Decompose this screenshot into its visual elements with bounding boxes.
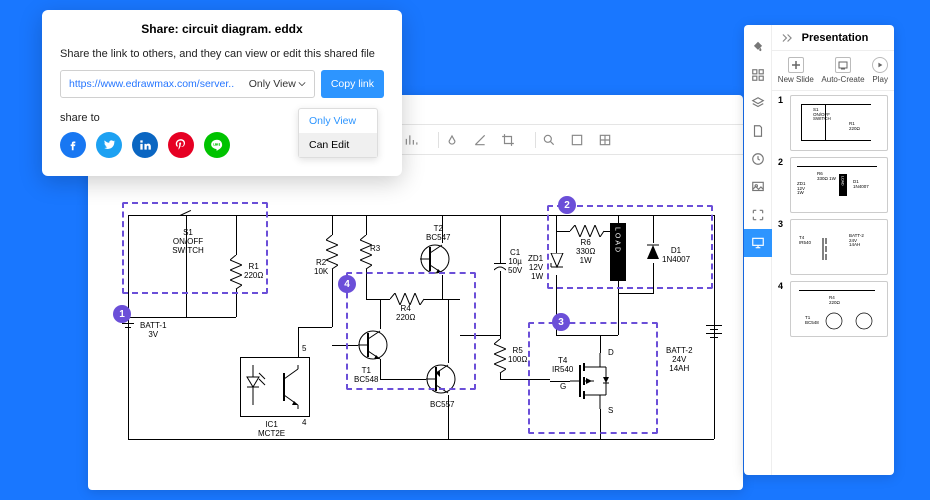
lbl-batt1: BATT-13V xyxy=(140,322,167,340)
tool-search-icon[interactable] xyxy=(542,133,556,147)
chevron-down-icon xyxy=(298,80,306,88)
right-panel: Presentation New Slide Auto-Create Play … xyxy=(744,25,894,475)
selection-box-1[interactable] xyxy=(122,202,268,294)
new-slide-button[interactable]: New Slide xyxy=(778,57,814,84)
slide-3[interactable]: 3 T4IR540 BATT-224V14AH xyxy=(778,219,888,275)
slides-list: 1 S1ON/OFFSWITCH R1220Ω 2 R6330Ω 1W ZD11… xyxy=(772,91,894,475)
share-dialog: Share: circuit diagram. eddx Share the l… xyxy=(42,10,402,176)
share-url[interactable]: https://www.edrawmax.com/server.. xyxy=(69,78,243,90)
tab-page-icon[interactable] xyxy=(744,117,772,145)
lbl-ic1: IC1MCT2E xyxy=(258,421,285,439)
selection-badge-4: 4 xyxy=(338,275,356,293)
lbl-zd1: ZD112V1W xyxy=(528,255,543,281)
perm-option-edit[interactable]: Can Edit xyxy=(299,133,377,157)
tool-fit-icon[interactable] xyxy=(570,133,584,147)
lbl-t2: T2BC547 xyxy=(426,225,450,243)
share-title: Share: circuit diagram. eddx xyxy=(60,22,384,36)
selection-badge-2: 2 xyxy=(558,196,576,214)
selection-box-4[interactable] xyxy=(346,272,476,390)
selection-box-3[interactable] xyxy=(528,322,658,434)
facebook-icon[interactable] xyxy=(60,132,86,158)
panel-tab-bar xyxy=(744,25,772,475)
tool-chart-icon[interactable] xyxy=(404,133,418,147)
tab-image-icon[interactable] xyxy=(744,173,772,201)
permission-label: Only View xyxy=(249,78,296,90)
selection-badge-3: 3 xyxy=(552,313,570,331)
slide-1[interactable]: 1 S1ON/OFFSWITCH R1220Ω xyxy=(778,95,888,151)
tool-transform-icon[interactable] xyxy=(598,133,612,147)
permission-menu: Only View Can Edit xyxy=(298,108,378,158)
copy-link-button[interactable]: Copy link xyxy=(321,70,384,98)
lbl-r2: R210K xyxy=(314,259,328,277)
slide-2[interactable]: 2 R6330Ω 1W ZD112V1W LOAD D11N4007 xyxy=(778,157,888,213)
lbl-c1: C110µ50V xyxy=(508,249,522,275)
tool-stroke-icon[interactable] xyxy=(473,133,487,147)
tab-fill-icon[interactable] xyxy=(744,33,772,61)
line-icon[interactable] xyxy=(204,132,230,158)
collapse-icon[interactable] xyxy=(780,31,794,45)
selection-box-2[interactable] xyxy=(547,205,713,289)
auto-create-button[interactable]: Auto-Create xyxy=(821,57,864,84)
share-link-box: https://www.edrawmax.com/server.. Only V… xyxy=(60,70,315,98)
linkedin-icon[interactable] xyxy=(132,132,158,158)
tab-history-icon[interactable] xyxy=(744,145,772,173)
tab-presentation-icon[interactable] xyxy=(744,229,772,257)
perm-option-view[interactable]: Only View xyxy=(299,109,377,133)
selection-badge-1: 1 xyxy=(113,305,131,323)
permission-dropdown[interactable]: Only View xyxy=(249,78,306,90)
panel-title: Presentation xyxy=(798,32,872,44)
lbl-pin5: 5 xyxy=(302,345,306,354)
lbl-r5: R5100Ω xyxy=(508,347,527,365)
slide-4[interactable]: 4 R4220Ω T1BC548 xyxy=(778,281,888,337)
lbl-batt2: BATT-224V14AH xyxy=(666,347,693,373)
tool-crop-icon[interactable] xyxy=(501,133,515,147)
pinterest-icon[interactable] xyxy=(168,132,194,158)
lbl-pin4: 4 xyxy=(302,419,306,428)
lbl-bc557: BC557 xyxy=(430,401,454,410)
lbl-r3: R3 xyxy=(370,245,380,254)
circuit-diagram: S1ON/OFFSWITCH R1220Ω BATT-13V IC1MCT2E … xyxy=(110,167,720,472)
twitter-icon[interactable] xyxy=(96,132,122,158)
share-description: Share the link to others, and they can v… xyxy=(60,48,384,60)
tool-fill-icon[interactable] xyxy=(445,133,459,147)
tab-layers-icon[interactable] xyxy=(744,89,772,117)
canvas[interactable]: S1ON/OFFSWITCH R1220Ω BATT-13V IC1MCT2E … xyxy=(88,155,743,484)
tab-expand-icon[interactable] xyxy=(744,201,772,229)
tab-grid-icon[interactable] xyxy=(744,61,772,89)
play-button[interactable]: Play xyxy=(872,57,888,84)
